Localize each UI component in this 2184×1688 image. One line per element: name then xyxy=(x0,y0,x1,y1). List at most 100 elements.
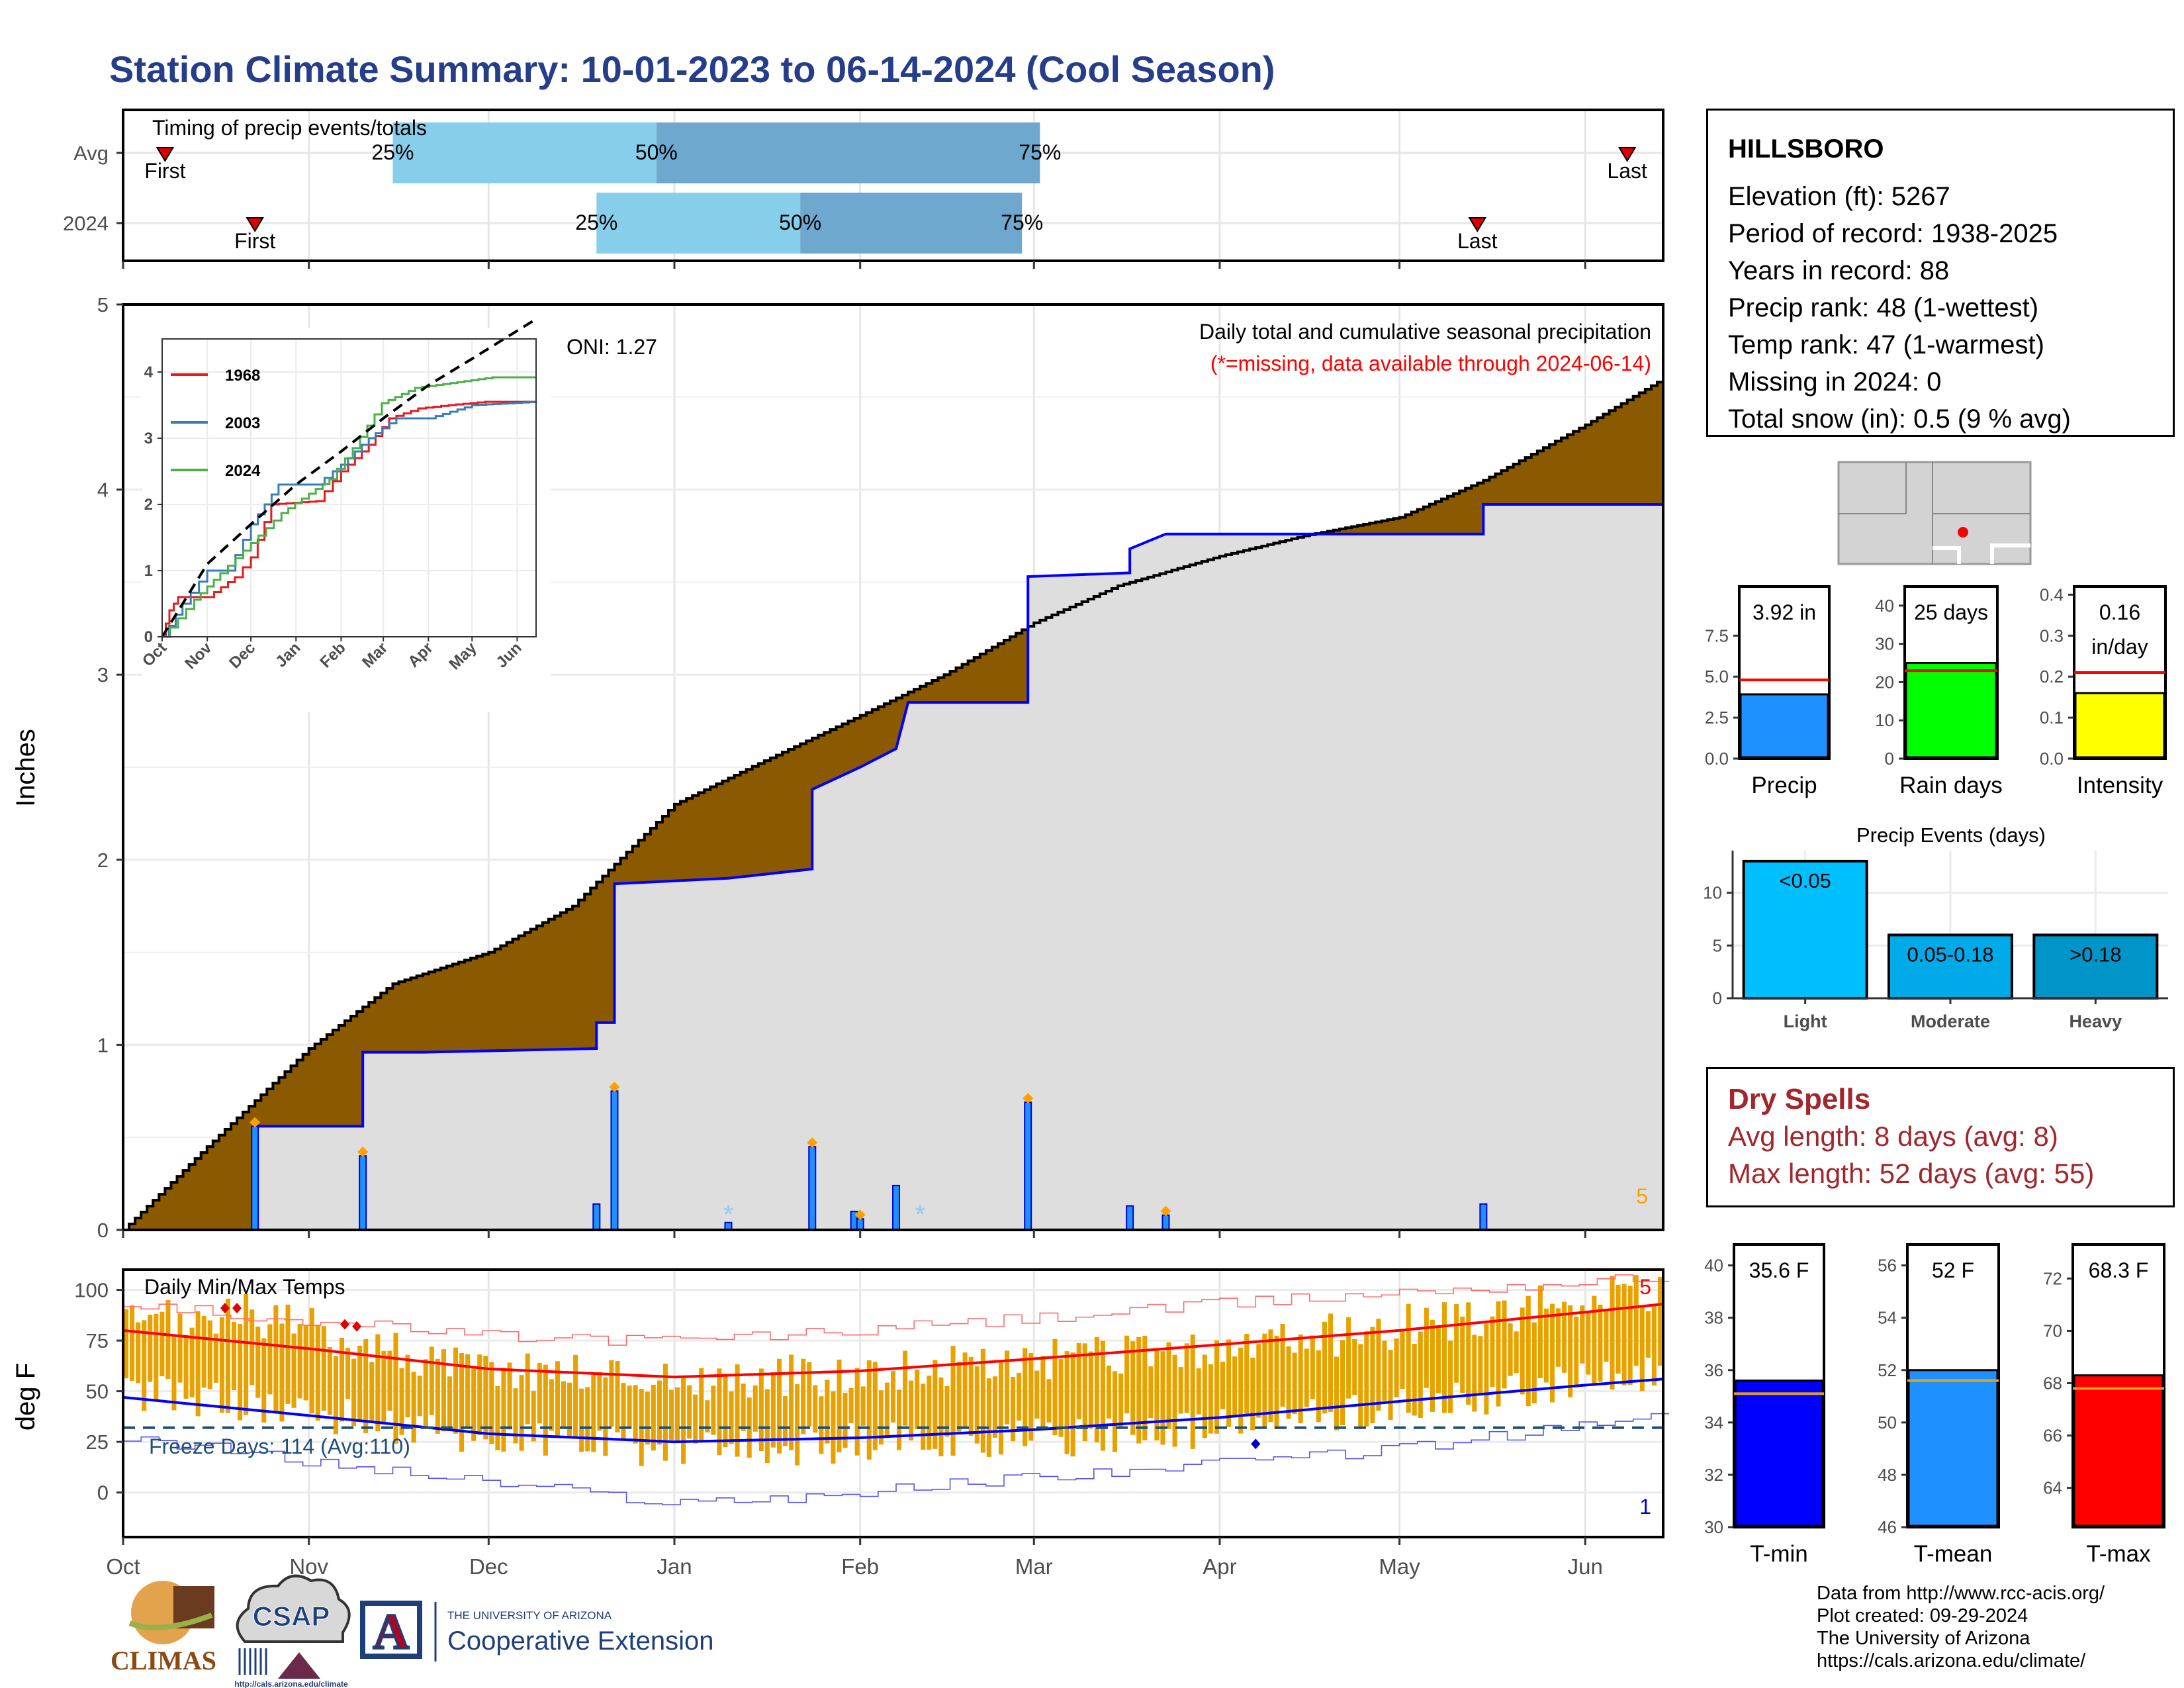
precip-daily-marker xyxy=(1160,1205,1171,1217)
temp-daily-bar xyxy=(1556,1308,1561,1367)
temp-daily-bar xyxy=(675,1387,680,1442)
temp-daily-bar xyxy=(1142,1335,1148,1440)
temp-daily-bar xyxy=(309,1307,314,1414)
temp-daily-bar xyxy=(1598,1304,1603,1382)
temp-daily-bar xyxy=(1160,1351,1165,1445)
dry-spells-max: Max length: 52 days (avg: 55) xyxy=(1728,1158,2095,1189)
temp-daily-bar xyxy=(950,1346,956,1456)
temp-daily-bar xyxy=(1639,1307,1645,1391)
climas-logo-text: CLIMAS xyxy=(111,1646,216,1675)
temp-daily-bar xyxy=(447,1376,452,1429)
temp-record-high-marker xyxy=(340,1319,350,1330)
precip-daily-bar xyxy=(1126,1205,1134,1231)
precip-average-line xyxy=(123,378,1664,1231)
temp-daily-bar xyxy=(231,1322,237,1391)
temp-daily-bar xyxy=(1304,1348,1309,1407)
temp-daily-bar xyxy=(1017,1372,1022,1421)
temp-daily-bar xyxy=(1148,1366,1154,1419)
inset-y-tick-label: 0 xyxy=(144,628,153,646)
precip-y-tick-label: 4 xyxy=(97,479,109,502)
timing-bar-q50-q75 xyxy=(656,122,1040,183)
temp-daily-bar xyxy=(549,1379,554,1431)
temp-summary-value-label: 35.6 F xyxy=(1749,1258,1809,1282)
temp-daily-bar xyxy=(154,1313,159,1401)
precip-y-tick-label: 5 xyxy=(97,293,109,316)
temp-daily-bar xyxy=(1484,1323,1489,1415)
temp-daily-bar xyxy=(1621,1284,1627,1385)
temp-daily-bar xyxy=(633,1385,638,1444)
precip-summary-y-tick-label: 0.1 xyxy=(2040,708,2064,727)
station-period: Period of record: 1938-2025 xyxy=(1728,219,2058,248)
temp-daily-bar xyxy=(831,1391,836,1464)
temp-daily-bar xyxy=(1490,1316,1495,1387)
temp-daily-bar xyxy=(1358,1344,1363,1429)
precip-y-tick-label: 0 xyxy=(97,1219,109,1242)
temp-daily-bar xyxy=(711,1385,716,1435)
temp-daily-bar xyxy=(842,1393,848,1448)
temp-daily-bar xyxy=(998,1360,1004,1455)
temp-daily-bar xyxy=(1202,1354,1207,1438)
precip-summary-y-tick-label: 2.5 xyxy=(1705,708,1729,727)
precip-daily-bar xyxy=(892,1184,901,1231)
temp-daily-bar xyxy=(974,1366,979,1444)
temp-y-axis-title: deg F xyxy=(11,1363,40,1430)
temp-daily-bar xyxy=(136,1322,141,1383)
temp-summary-y-tick-label: 32 xyxy=(1704,1465,1723,1485)
temp-daily-bar xyxy=(369,1362,375,1423)
temp-daily-bar xyxy=(1196,1368,1201,1415)
temp-avg-max-line xyxy=(122,1303,1664,1379)
locator-map xyxy=(1837,461,2032,565)
temp-daily-bar xyxy=(561,1381,567,1429)
temp-summary-bar-fill xyxy=(2073,1374,2164,1527)
temp-daily-bar xyxy=(1430,1319,1435,1412)
temp-y-tick-label: 25 xyxy=(86,1430,109,1454)
timing-label-q25: 25% xyxy=(371,140,414,164)
temp-daily-bar xyxy=(381,1350,387,1423)
temp-daily-bar xyxy=(1502,1300,1507,1389)
temp-daily-bar xyxy=(507,1362,512,1430)
temp-daily-bar xyxy=(1322,1321,1327,1414)
temp-summary-y-tick-label: 52 xyxy=(1878,1360,1897,1380)
temp-summary-y-tick-label: 30 xyxy=(1704,1517,1723,1537)
temp-daily-bar xyxy=(758,1368,764,1452)
temp-daily-bar xyxy=(1220,1361,1226,1409)
temp-summary-panel-t-mean: 52 F 46 48 50 52 54 56 T-mean xyxy=(1878,1243,2000,1567)
temp-daily-bar xyxy=(573,1354,578,1438)
temp-daily-bar xyxy=(477,1354,482,1435)
precip-daily-marker xyxy=(357,1147,369,1158)
temp-count-top: 5 xyxy=(1639,1275,1651,1299)
temp-daily-bar xyxy=(142,1320,147,1411)
temp-daily-bar xyxy=(1448,1340,1453,1413)
temp-summary-y-tick-label: 66 xyxy=(2043,1426,2062,1446)
temp-summary-y-tick-label: 38 xyxy=(1704,1308,1723,1328)
temp-daily-bar xyxy=(375,1334,381,1432)
events-category-label: Light xyxy=(1784,1011,1827,1031)
temp-daily-bar xyxy=(489,1362,494,1444)
temp-x-tick-label: Mar xyxy=(1015,1554,1053,1579)
events-bar-label: >0.18 xyxy=(2070,943,2121,966)
temp-daily-bar xyxy=(471,1367,477,1441)
events-bar xyxy=(2032,933,2159,1000)
events-category-label: Heavy xyxy=(2070,1011,2122,1031)
temp-daily-bar xyxy=(662,1363,668,1461)
station-elevation: Elevation (ft): 5267 xyxy=(1728,182,1950,211)
temp-daily-bar xyxy=(980,1348,985,1453)
temp-daily-bar xyxy=(207,1320,212,1389)
precip-summary-y-tick-label: 10 xyxy=(1875,710,1894,730)
temp-daily-bar xyxy=(195,1311,201,1417)
temp-summary-y-tick-label: 64 xyxy=(2043,1478,2062,1498)
precip-corner-count: 5 xyxy=(1636,1184,1648,1208)
temp-daily-bar xyxy=(1214,1340,1219,1434)
precip-daily-marker xyxy=(854,1209,866,1221)
temp-summary-value-label: 68.3 F xyxy=(2089,1258,2149,1282)
inset-series-line xyxy=(162,400,536,638)
temp-daily-bar xyxy=(962,1352,968,1429)
temp-y-tick-label: 50 xyxy=(86,1380,109,1403)
precip-summary-y-tick-label: 0.4 xyxy=(2040,585,2064,604)
precip-daily-marker xyxy=(609,1082,620,1093)
inset-series-line xyxy=(162,376,536,638)
station-temp-rank: Temp rank: 47 (1-warmest) xyxy=(1728,330,2044,359)
temp-summary-y-tick-label: 56 xyxy=(1878,1256,1897,1276)
temp-daily-bar xyxy=(363,1339,369,1433)
temp-daily-bar xyxy=(992,1376,997,1438)
